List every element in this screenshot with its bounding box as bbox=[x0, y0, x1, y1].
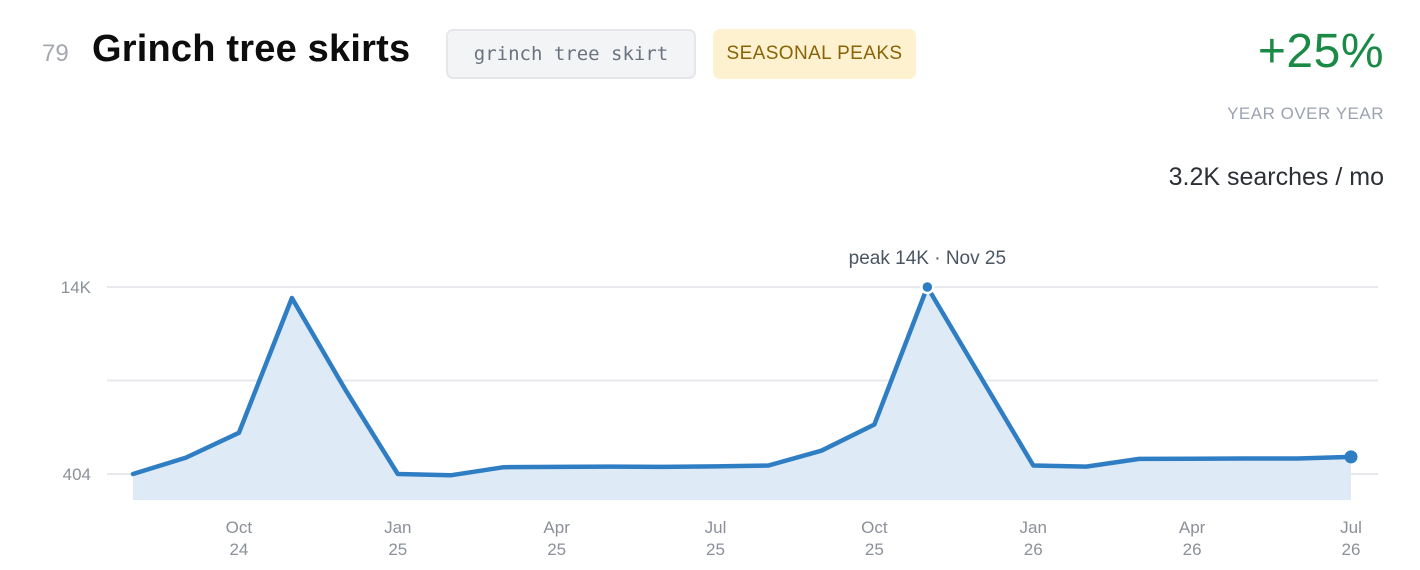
series-line bbox=[130, 284, 1354, 478]
y-tick-label: 14K bbox=[61, 278, 92, 297]
line-layer bbox=[130, 284, 1354, 478]
page-title: Grinch tree skirts bbox=[92, 28, 411, 70]
y-tick-label: 404 bbox=[63, 465, 91, 484]
search-volume: 3.2K searches / mo bbox=[1168, 163, 1384, 191]
x-tick-label: Jan 25 bbox=[384, 518, 411, 559]
end-point-marker bbox=[1344, 450, 1358, 464]
x-tick-label: Oct 24 bbox=[226, 518, 253, 559]
growth-percent: +25% bbox=[1257, 25, 1384, 78]
marker-layer bbox=[920, 279, 1358, 464]
x-tick-label: Jan 26 bbox=[1020, 518, 1047, 559]
area-layer bbox=[133, 287, 1351, 500]
x-tick-label: Apr 25 bbox=[543, 518, 570, 559]
seasonal-badge: SEASONAL PEAKS bbox=[713, 29, 916, 79]
peak-marker bbox=[920, 279, 935, 295]
axis-layer: 404 14K Oct 24 Jan 25 Apr 25 Jul 25 Oct 25 Jan 26 Apr 2… bbox=[61, 248, 1362, 559]
keyword-chip[interactable]: grinch tree skirt bbox=[446, 29, 696, 79]
growth-label: YEAR OVER YEAR bbox=[1227, 104, 1384, 123]
peak-annotation: peak 14K · Nov 25 bbox=[849, 248, 1006, 269]
x-tick-label: Jul 26 bbox=[1340, 518, 1362, 559]
x-tick-label: Oct 25 bbox=[861, 518, 888, 559]
x-tick-label: Jul 25 bbox=[705, 518, 727, 559]
x-tick-label: Apr 26 bbox=[1179, 518, 1206, 559]
area-fill bbox=[133, 287, 1351, 500]
rank-number: 79 bbox=[42, 40, 69, 67]
